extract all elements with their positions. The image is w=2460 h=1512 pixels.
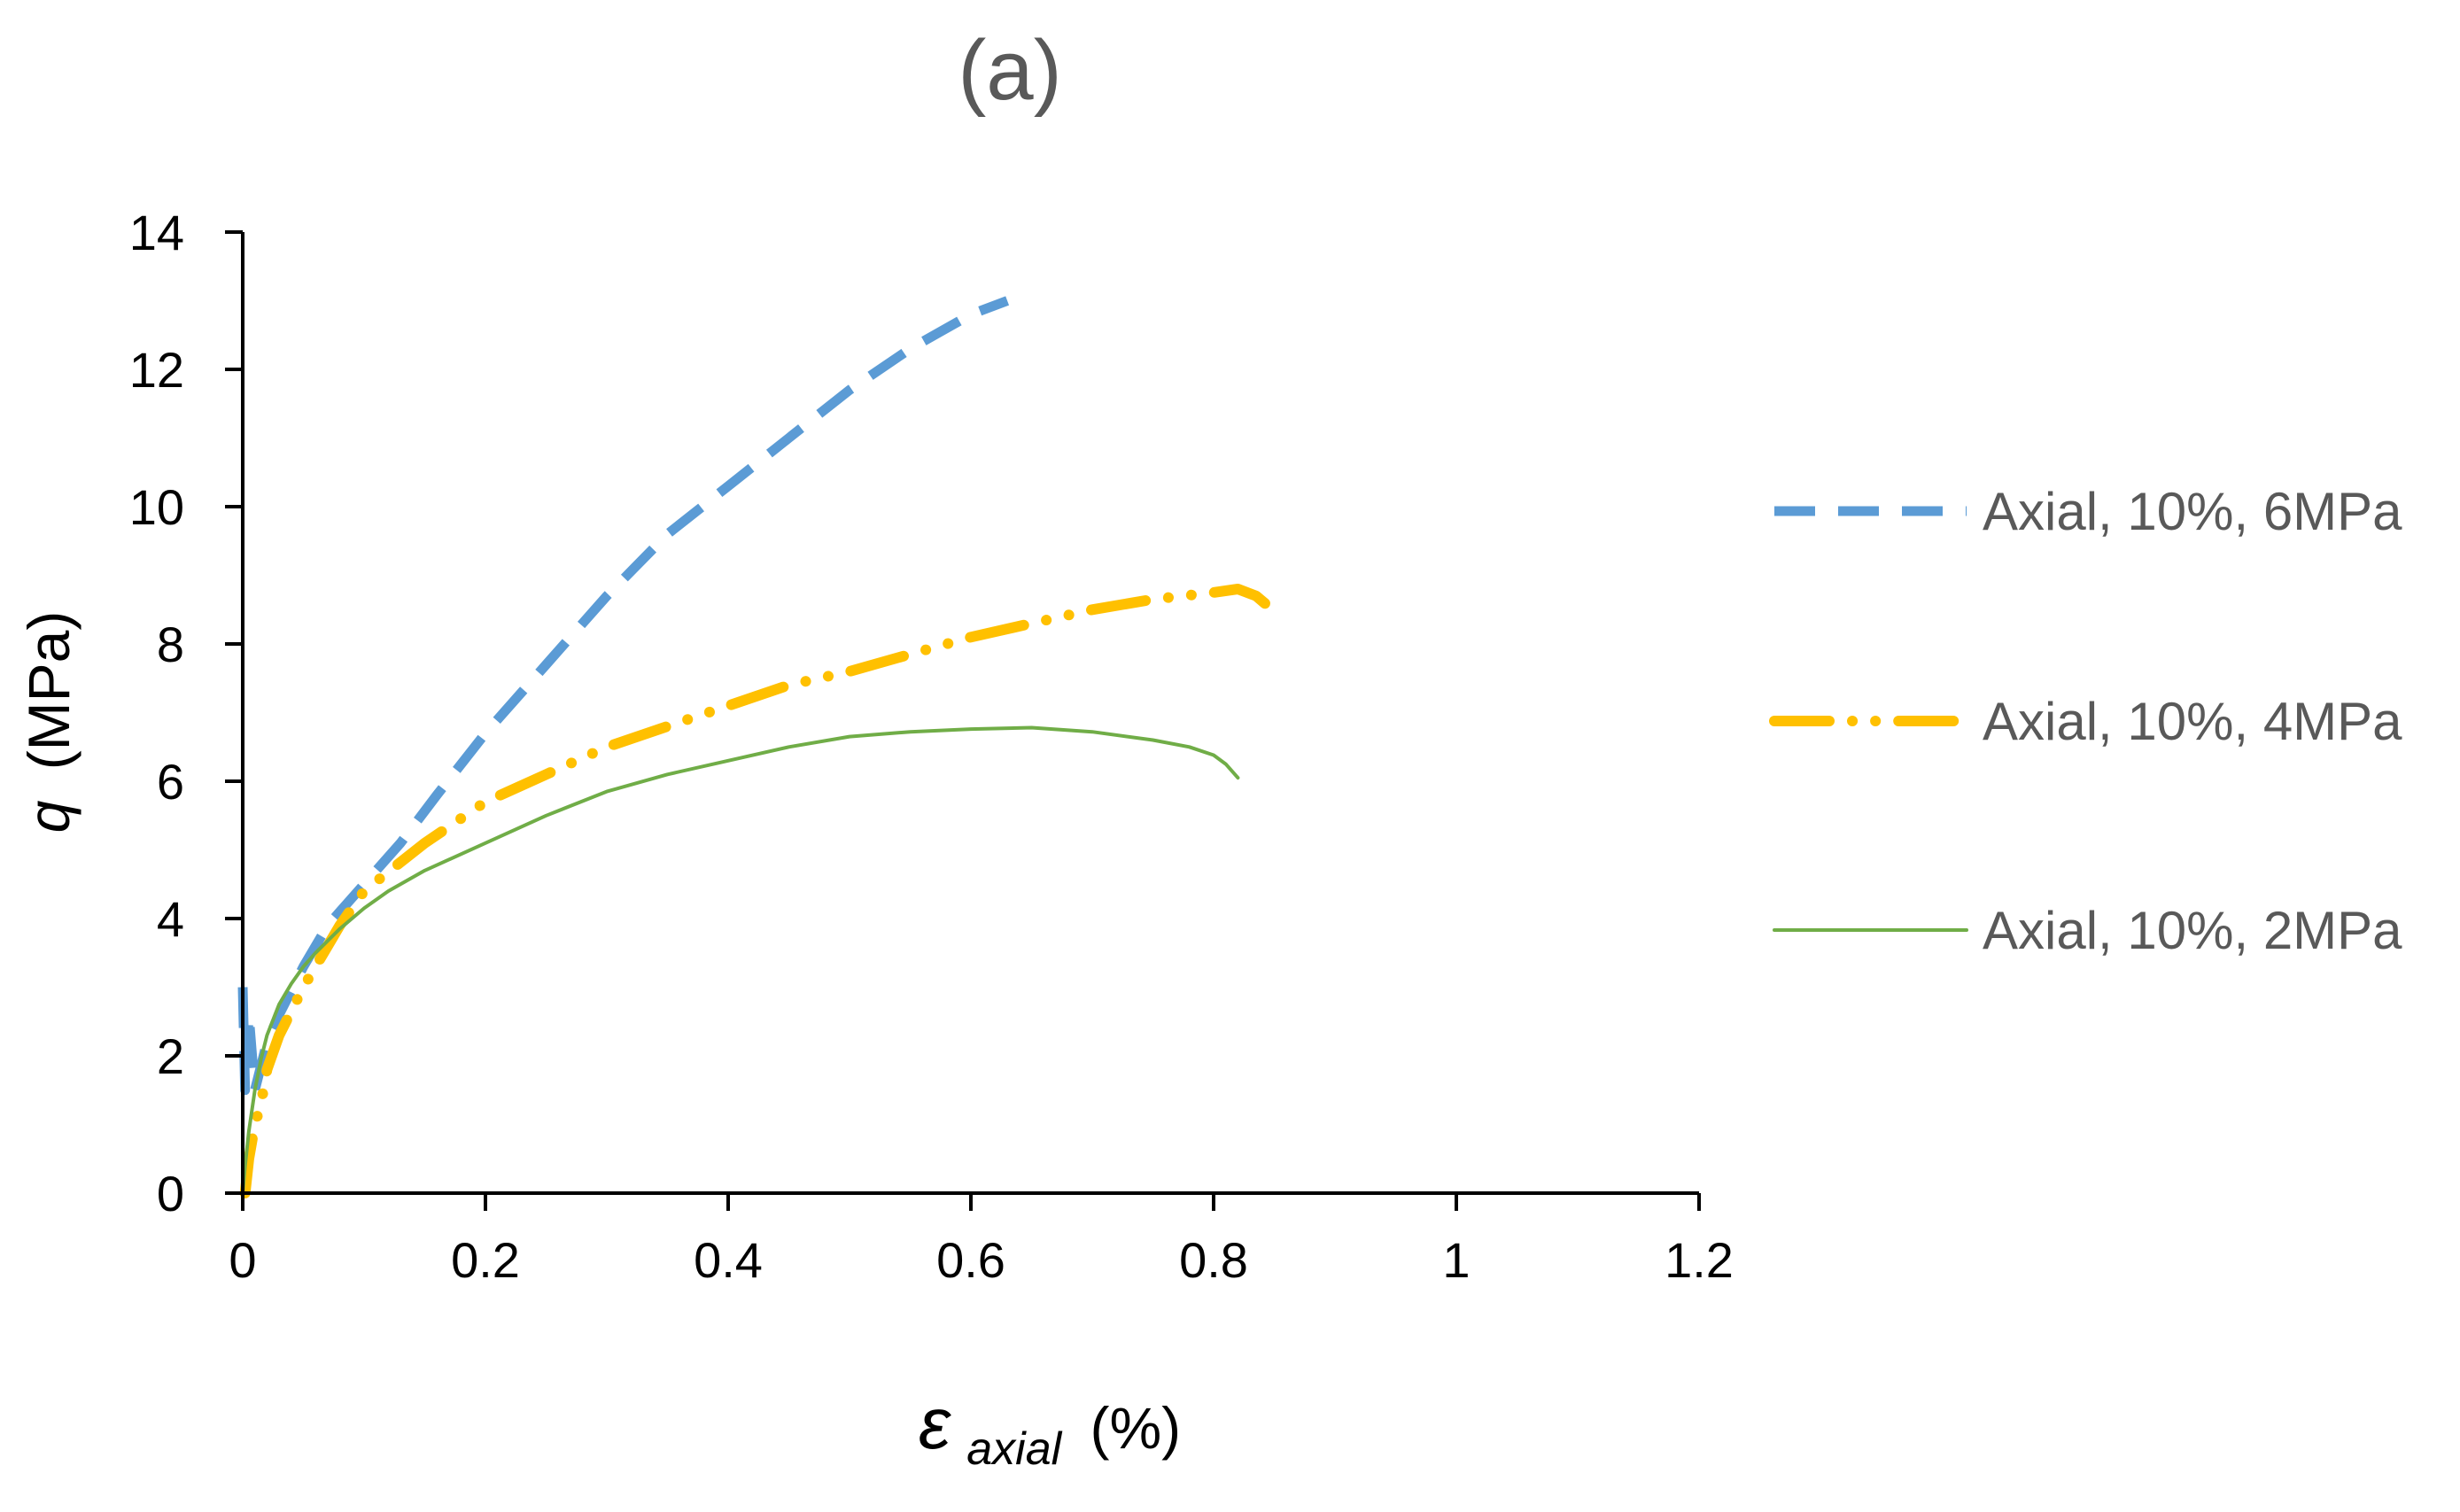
y-axis-title: q (MPa): [16, 611, 81, 834]
x-tick-label: 0.8: [1179, 1232, 1248, 1288]
y-tick-label: 6: [157, 754, 184, 810]
svg-text:ε axial (%): ε axial (%): [919, 1384, 1181, 1477]
legend-label-1: Axial, 10%, 6MPa: [1983, 482, 2402, 541]
chart-title: (a): [958, 23, 1061, 118]
x-tick-label: 0.6: [936, 1232, 1005, 1288]
x-axis-title-symbol: ε: [919, 1384, 951, 1464]
legend-label-3: Axial, 10%, 2MPa: [1983, 901, 2402, 960]
svg-text:q (MPa): q (MPa): [16, 611, 81, 834]
y-axis-title-unit: (MPa): [16, 611, 81, 771]
plot-area: [243, 300, 1269, 1193]
x-tick-label: 0.4: [694, 1232, 763, 1288]
x-tick-label: 1.2: [1665, 1232, 1734, 1288]
series-line-1: [243, 301, 1007, 1090]
x-axis-title: ε axial (%): [919, 1384, 1181, 1477]
legend: Axial, 10%, 6MPa Axial, 10%, 4MPa Axial, 1…: [1774, 482, 2402, 960]
x-tick-label: 0: [229, 1232, 256, 1288]
y-tick-label: 14: [129, 205, 184, 260]
y-tick-label: 12: [129, 342, 184, 398]
legend-label-2: Axial, 10%, 4MPa: [1983, 692, 2402, 751]
y-axis-title-symbol: q: [16, 800, 81, 833]
y-tick-label: 2: [157, 1028, 184, 1084]
axes: 0 0.2 0.4 0.6 0.8 1 1.2 0 2 4 6 8 10 12 14: [129, 205, 1734, 1288]
y-tick-label: 10: [129, 479, 184, 535]
y-tick-label: 8: [157, 616, 184, 672]
series-line-3: [243, 728, 1238, 1194]
x-tick-label: 1: [1442, 1232, 1470, 1288]
x-axis-title-subscript: axial: [966, 1423, 1062, 1475]
series-line-2: [245, 589, 1269, 1193]
x-axis-title-unit: (%): [1090, 1395, 1182, 1461]
x-tick-label: 0.2: [451, 1232, 520, 1288]
y-tick-label: 0: [157, 1166, 184, 1221]
y-tick-label: 4: [157, 891, 184, 947]
